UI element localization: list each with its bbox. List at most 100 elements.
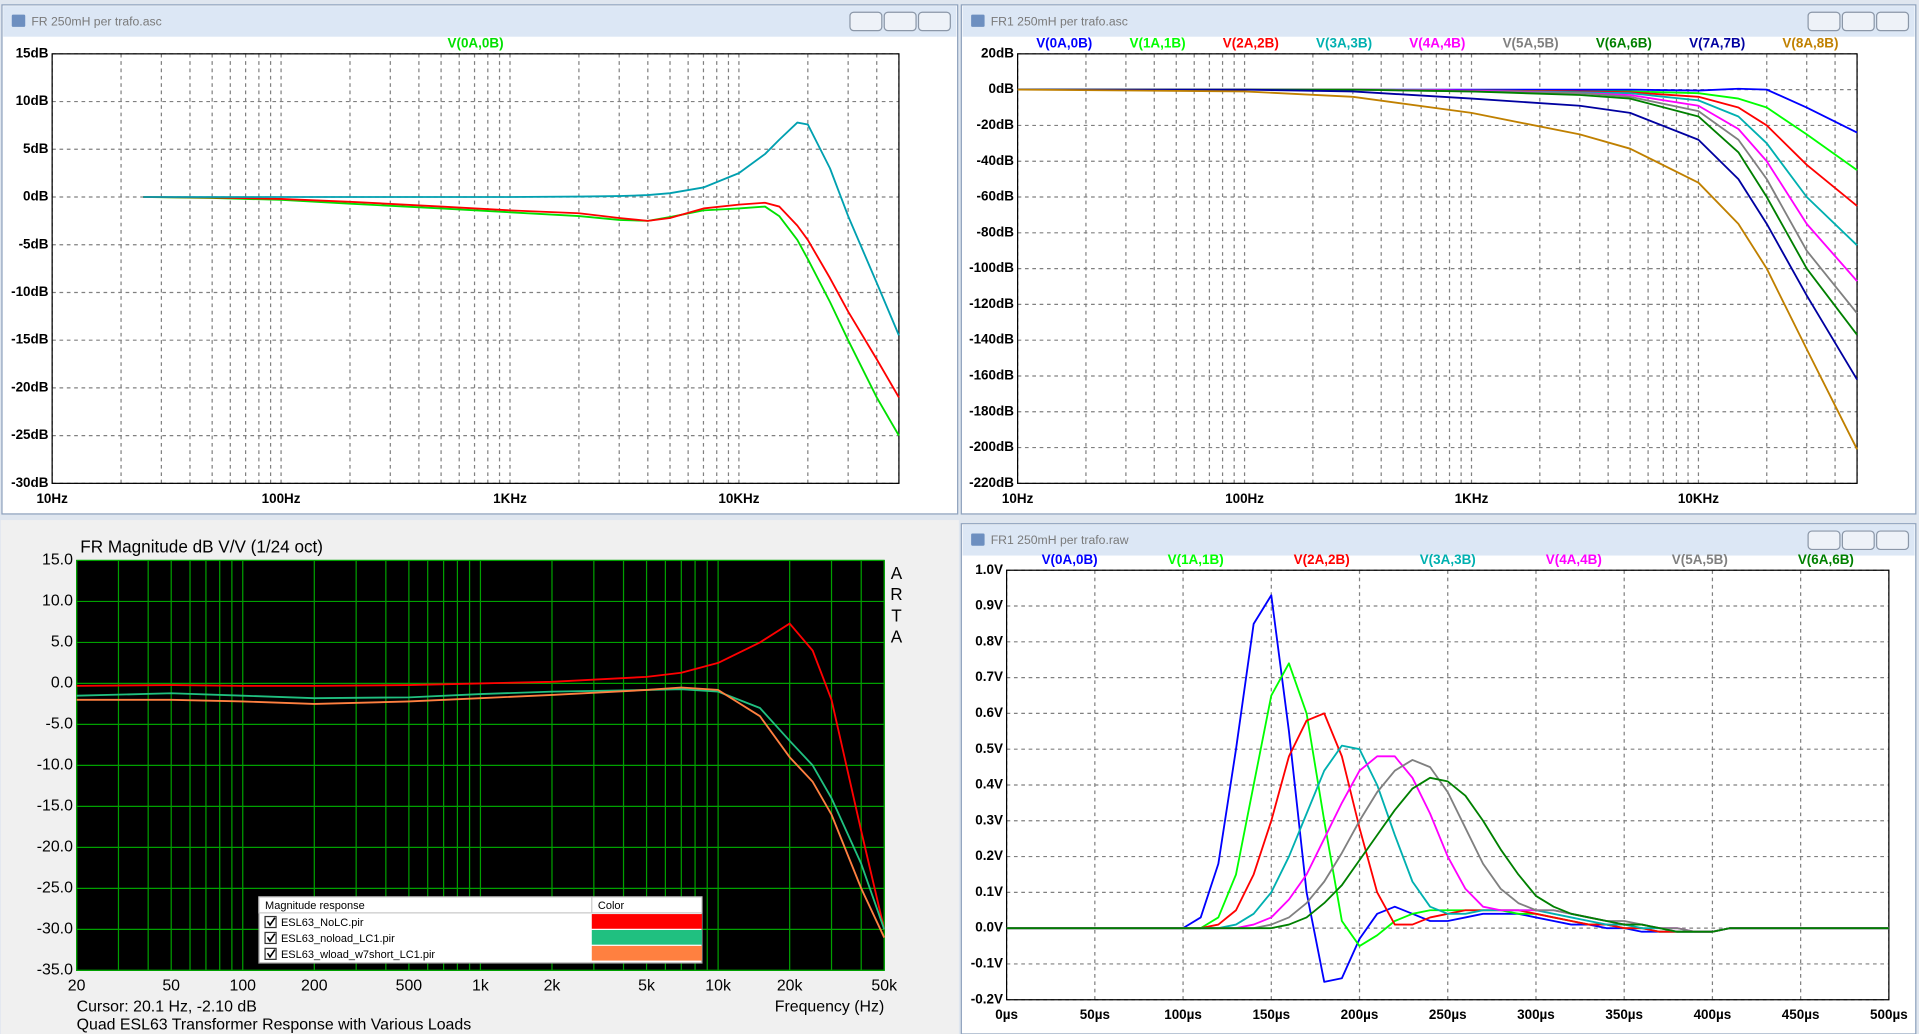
x-tick-label: 20k	[777, 977, 803, 994]
x-tick-label: 250µs	[1429, 1007, 1467, 1022]
y-tick-label: 0.1V	[975, 884, 1003, 899]
title-bar	[962, 524, 1915, 556]
legend-entry: ESL63_NoLC.pir	[281, 917, 364, 929]
y-tick-label: 0dB	[23, 189, 49, 204]
legend-entry: V(1A,1B)	[1129, 36, 1185, 51]
y-tick-label: -20dB	[977, 117, 1015, 132]
series-line	[143, 196, 900, 398]
y-tick-label: 0.2V	[975, 848, 1003, 863]
checkmark	[266, 933, 276, 943]
y-tick-label: 1.0V	[975, 562, 1003, 577]
close-button[interactable]	[917, 11, 951, 32]
maximize-button[interactable]	[1841, 11, 1875, 32]
legend-entry: V(5A,5B)	[1503, 36, 1559, 51]
y-tick-label: 0.7V	[975, 669, 1003, 684]
legend-entry: V(0A,0B)	[1042, 552, 1098, 567]
x-tick-label: 450µs	[1782, 1007, 1820, 1022]
y-tick-label: -20dB	[11, 379, 49, 394]
y-tick-label: -0.2V	[971, 991, 1003, 1006]
legend-swatch	[591, 929, 702, 945]
checkmark	[266, 949, 276, 959]
legend-entry: V(2A,2B)	[1223, 36, 1279, 51]
legend-entry: V(4A,4B)	[1546, 552, 1602, 567]
y-tick-label: -100dB	[969, 260, 1014, 275]
y-tick-label: 0.0	[51, 675, 73, 692]
series-line	[1006, 776, 1889, 933]
x-tick-label: 50µs	[1080, 1007, 1110, 1022]
x-tick-label: 200µs	[1341, 1007, 1379, 1022]
legend-entry: V(3A,3B)	[1316, 36, 1372, 51]
y-tick-label: -5.0	[46, 716, 74, 733]
y-tick-label: -5dB	[19, 236, 49, 251]
plot-border	[51, 53, 900, 484]
legend-header	[258, 896, 703, 914]
y-tick-label: 0dB	[989, 81, 1015, 96]
y-tick-label: 0.4V	[975, 777, 1003, 792]
x-tick-label: 50k	[871, 977, 897, 994]
y-tick-label: -15.0	[37, 798, 73, 815]
caption: Quad ESL63 Transformer Response with Var…	[77, 1017, 472, 1034]
x-tick-label: 100	[229, 977, 256, 994]
close-button[interactable]	[1876, 11, 1910, 32]
x-tick-label: 0µs	[995, 1007, 1018, 1022]
maximize-button[interactable]	[1841, 530, 1875, 551]
cursor-readout: Cursor: 20.1 Hz, -2.10 dB	[77, 998, 257, 1015]
y-tick-label: 10dB	[16, 93, 49, 108]
x-tick-label: 10Hz	[1002, 491, 1034, 506]
x-tick-label: 500µs	[1870, 1007, 1908, 1022]
y-tick-label: -80dB	[977, 224, 1015, 239]
minimize-button[interactable]	[1807, 11, 1841, 32]
legend-title: Magnitude response	[265, 900, 365, 912]
series-line	[1017, 88, 1858, 450]
window-icon	[11, 14, 26, 27]
y-tick-label: 10.0	[42, 593, 73, 610]
plot-area	[52, 53, 899, 484]
title-bar	[3, 6, 957, 37]
plot-border	[1005, 569, 1890, 1001]
x-tick-label: 350µs	[1605, 1007, 1643, 1022]
y-tick-label: 0.0V	[975, 920, 1003, 935]
y-tick-label: 20dB	[981, 45, 1014, 60]
legend-entry: V(5A,5B)	[1672, 552, 1728, 567]
y-tick-label: -30.0	[37, 921, 73, 938]
checkmark	[266, 917, 276, 927]
x-axis-label: Frequency (Hz)	[775, 998, 885, 1015]
close-button[interactable]	[1876, 530, 1910, 551]
maximize-button[interactable]	[883, 11, 917, 32]
y-tick-label: -220dB	[969, 475, 1014, 490]
legend-entry: V(0A,0B)	[447, 36, 503, 51]
y-tick-label: -40dB	[977, 153, 1015, 168]
legend-entry: V(7A,7B)	[1689, 36, 1745, 51]
legend-entry: V(1A,1B)	[1168, 552, 1224, 567]
y-tick-label: -30dB	[11, 475, 49, 490]
y-tick-label: 0.3V	[975, 812, 1003, 827]
window-title: FR1 250mH per trafo.raw	[991, 533, 1129, 547]
y-tick-label: -10.0	[37, 757, 73, 774]
y-tick-label: -10dB	[11, 284, 49, 299]
legend-checkbox[interactable]	[264, 915, 277, 929]
x-tick-label: 150µs	[1252, 1007, 1290, 1022]
minimize-button[interactable]	[1807, 530, 1841, 551]
x-tick-label: 1k	[472, 977, 489, 994]
legend-entry: V(6A,6B)	[1798, 552, 1854, 567]
legend-checkbox[interactable]	[264, 947, 277, 960]
x-tick-label: 10Hz	[36, 491, 68, 506]
window-icon	[971, 533, 985, 546]
x-tick-label: 500	[396, 977, 423, 994]
legend-entry: V(4A,4B)	[1409, 36, 1465, 51]
x-tick-label: 400µs	[1694, 1007, 1732, 1022]
legend-entry: V(8A,8B)	[1782, 36, 1838, 51]
y-tick-label: -0.1V	[971, 956, 1003, 971]
y-tick-label: 0.8V	[975, 633, 1003, 648]
legend-color-header: Color	[598, 900, 625, 912]
x-tick-label: 50	[162, 977, 180, 994]
legend-entry: ESL63_wload_w7short_LC1.pir	[281, 949, 435, 961]
x-tick-label: 2k	[544, 977, 561, 994]
y-tick-label: -200dB	[969, 439, 1014, 454]
legend-checkbox[interactable]	[264, 931, 277, 945]
minimize-button[interactable]	[849, 11, 883, 32]
x-tick-label: 1KHz	[1455, 491, 1489, 506]
legend-entry: ESL63_noload_LC1.pir	[281, 933, 395, 945]
x-tick-label: 10KHz	[718, 491, 759, 506]
